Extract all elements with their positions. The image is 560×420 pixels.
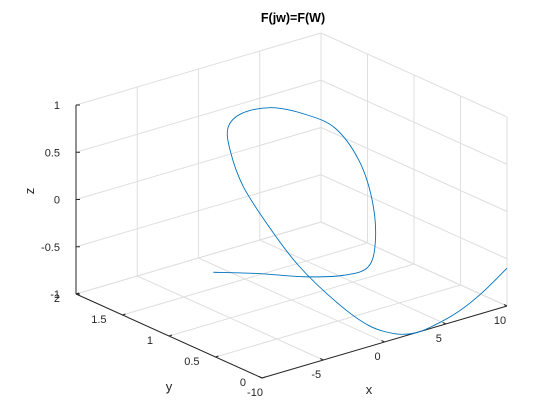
grid-line-floor-y [215,284,461,358]
y-tick-mark [122,313,126,316]
series-line-1 [213,107,508,335]
grid-line-backwall-z [75,32,322,106]
x-tick-label: 0 [374,351,380,363]
x-tick-label: -10 [247,387,263,399]
grid-line-sidewall-z [320,221,508,307]
curve-layer [213,107,508,335]
grid-line-backwall-z [75,174,322,248]
x-tick-mark [258,376,263,379]
x-tick-mark [442,322,446,325]
x-tick-label: -5 [311,369,321,381]
x-tick-mark [503,304,508,307]
z-axis-label: z [22,188,37,195]
y-tick-mark [215,355,219,358]
grid-line-backwall-z [75,221,322,295]
x-tick-mark [381,340,385,343]
grid-line-sidewall-z [320,174,508,260]
grid-line-backwall-z [75,127,322,200]
grid-layer [75,32,508,379]
y-tick-label: 1 [147,335,153,347]
z-tick-label: 1 [54,100,60,112]
grid-line-floor-y [168,263,415,337]
x-axis-label: x [366,382,373,397]
z-tick-label: -1 [50,289,60,301]
y-tick-label: 2 [54,293,60,305]
grid-line-backwall-z [75,79,322,153]
x-tick-mark [320,358,324,361]
y-axis-label: y [166,379,173,394]
y-tick-label: 0 [240,377,246,389]
y-tick-label: 1.5 [91,314,106,326]
z-tick-label: 0 [54,195,60,207]
grid-line-floor-y [122,242,368,316]
z-tick-label: -0.5 [41,242,60,254]
grid-line-sidewall-z [320,127,508,212]
chart-title: F(jw)=F(W) [261,11,325,25]
tick-layer: -10 -5 0 5 10 0 0.5 1 1.5 2-1 -0.5 0 0.5 1 [41,100,506,399]
z-tick-label: 0.5 [45,147,60,159]
grid-line-sidewall-z [320,79,508,165]
y-tick-mark [168,334,173,337]
axis-layer [75,104,508,379]
x-tick-label: 5 [436,333,442,345]
y-tick-label: 0.5 [184,356,199,368]
y-tick-mark [261,376,266,379]
x-tick-label: 10 [494,315,506,327]
grid-line-sidewall-z [320,32,508,118]
